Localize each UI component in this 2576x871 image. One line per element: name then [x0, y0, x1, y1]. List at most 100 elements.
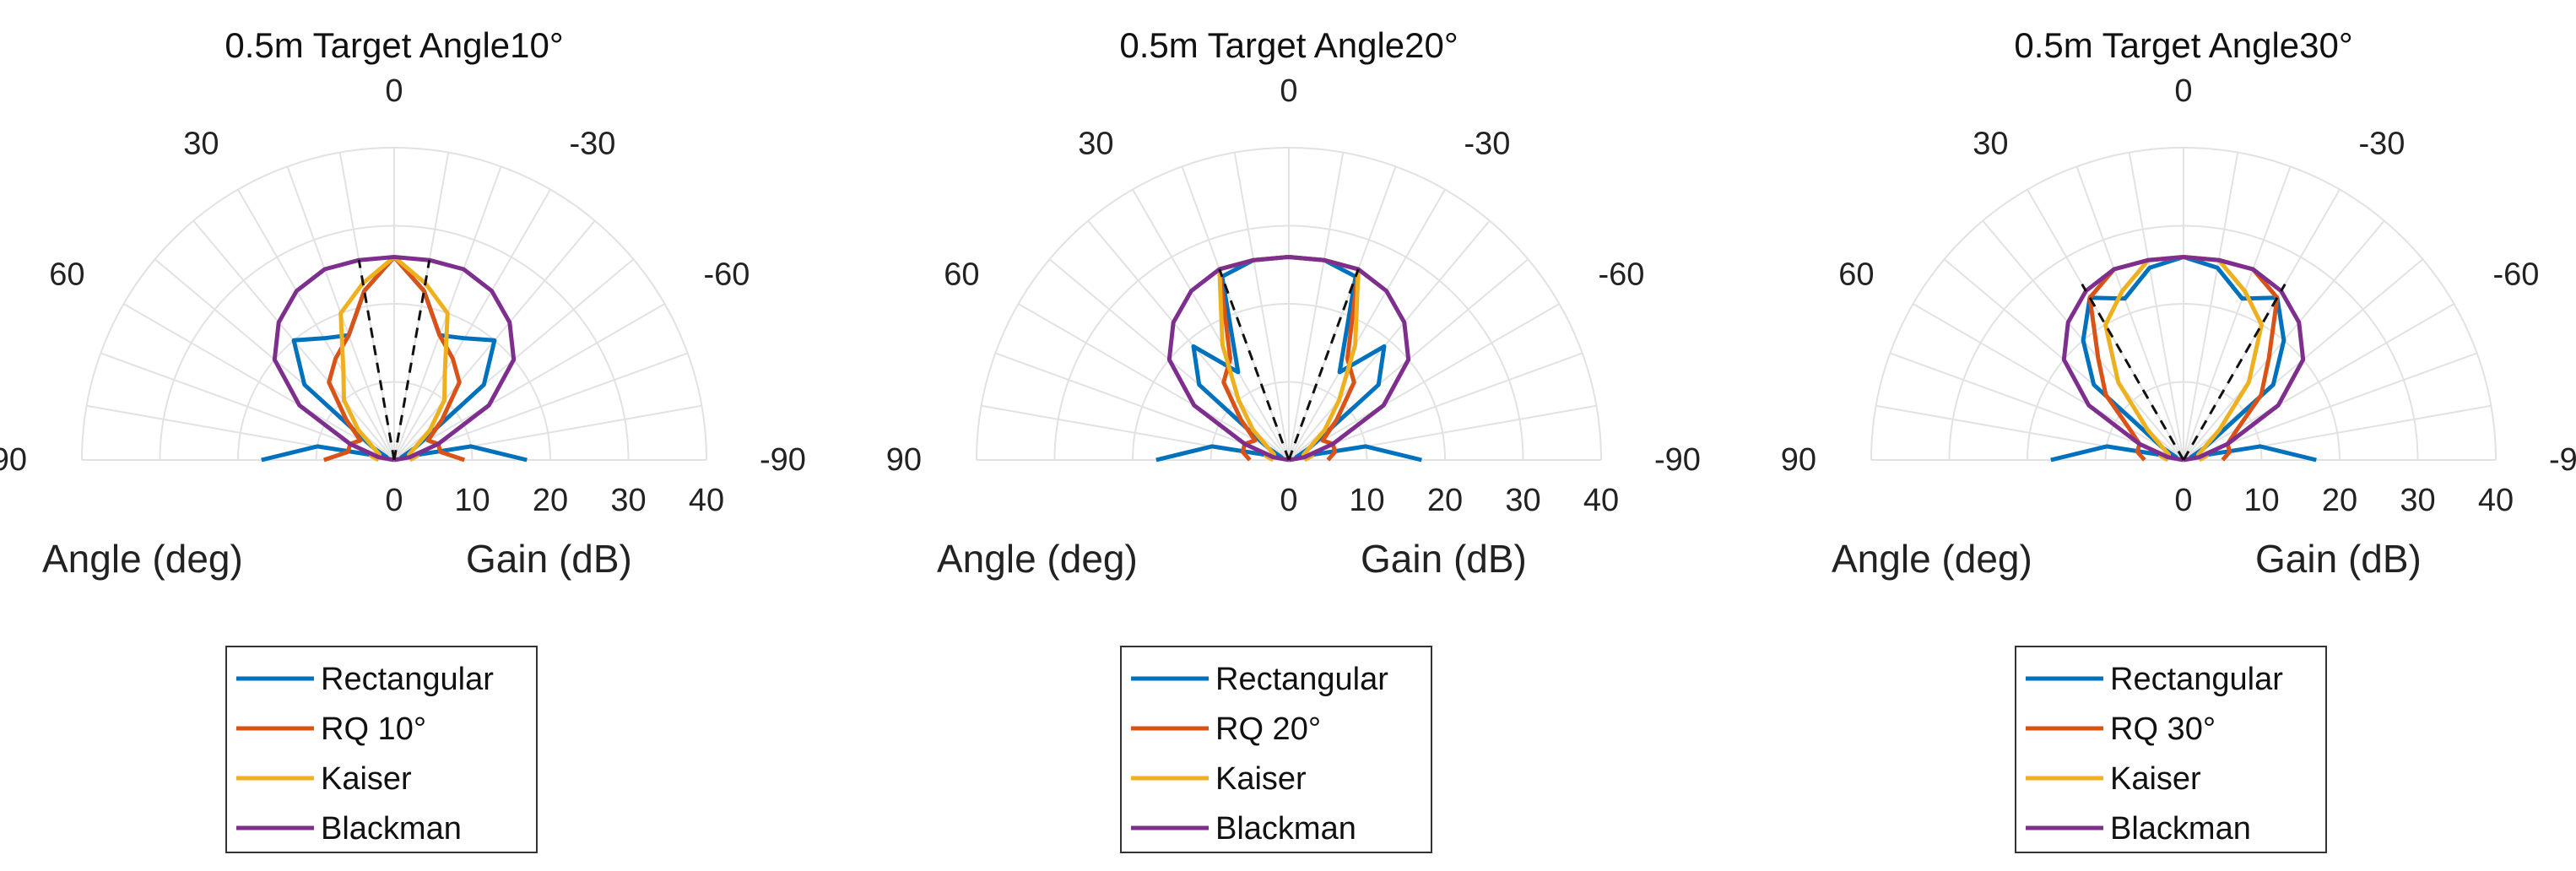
legend-label: RQ 30°	[2110, 711, 2216, 747]
grid-spoke	[123, 303, 395, 461]
legend-label: RQ 20°	[1215, 711, 1321, 747]
theta-tick-label: 30	[1973, 127, 2008, 162]
theta-axis-label: Angle (deg)	[42, 537, 243, 581]
theta-tick-label: 90	[1781, 442, 1816, 478]
theta-axis-label: Angle (deg)	[1832, 537, 2032, 581]
legend-label: Blackman	[1215, 811, 1356, 847]
legend-label: Blackman	[2110, 811, 2251, 847]
grid-spoke	[393, 152, 450, 461]
theta-tick-label: -30	[1464, 127, 1511, 162]
theta-tick-label: 0	[385, 73, 403, 109]
chart-title: 0.5m Target Angle20°	[1119, 25, 1458, 65]
legend-label: Kaiser	[1215, 761, 1307, 797]
series-line-blackman	[1166, 255, 1411, 463]
series-group	[261, 255, 528, 463]
polar-grid	[976, 147, 1602, 461]
grid-spoke	[2183, 165, 2292, 461]
theta-tick-label: 0	[2174, 73, 2192, 109]
grid-spoke	[2075, 165, 2184, 461]
grid-spoke	[1288, 165, 1397, 461]
chart-title: 0.5m Target Angle30°	[2014, 25, 2352, 65]
theta-tick-label: -60	[2492, 257, 2539, 293]
legend: Rectangular RQ 30° Kaiser Blackman	[2015, 646, 2327, 853]
series-group	[2050, 255, 2317, 463]
theta-tick-label: 30	[183, 127, 219, 162]
r-tick-label: 10	[1349, 483, 1384, 518]
series-group	[1155, 255, 1422, 463]
grid-spoke	[1288, 219, 1491, 461]
r-tick-label: 0	[1280, 483, 1297, 518]
series-line-blackman	[2061, 255, 2306, 463]
r-tick-label: 10	[454, 483, 490, 518]
grid-spoke	[2183, 152, 2239, 461]
theta-tick-label: 30	[1078, 127, 1113, 162]
target-angle-line	[1287, 268, 1360, 461]
grid-spoke	[2183, 303, 2454, 461]
r-tick-label: 0	[2174, 483, 2192, 518]
theta-tick-label: -60	[703, 257, 750, 293]
legend-box	[1120, 646, 1432, 853]
legend: Rectangular RQ 10° Kaiser Blackman	[225, 646, 538, 853]
theta-tick-label: -30	[2359, 127, 2406, 162]
legend-label: RQ 10°	[321, 711, 426, 747]
legend-box	[225, 646, 538, 853]
theta-axis-label: Angle (deg)	[937, 537, 1138, 581]
r-axis-label: Gain (dB)	[1361, 537, 1527, 581]
r-tick-label: 30	[1505, 483, 1540, 518]
grid-spoke	[338, 152, 395, 461]
theta-tick-label: -90	[1654, 442, 1701, 478]
theta-tick-label: 90	[0, 442, 27, 478]
grid-spoke	[393, 189, 551, 461]
r-tick-label: 30	[610, 483, 646, 518]
polar-chart-3: 0.5m Target Angle30° 0 30 -30 60 -60 90 -90 0 10 2…	[1781, 25, 2576, 853]
r-tick-label: 40	[2478, 483, 2514, 518]
r-tick-label: 40	[1583, 483, 1619, 518]
grid-spoke	[393, 303, 665, 461]
legend: Rectangular RQ 20° Kaiser Blackman	[1120, 646, 1432, 853]
r-tick-label: 20	[533, 483, 568, 518]
legend-box	[2015, 646, 2327, 853]
polar-grid	[1870, 147, 2497, 461]
grid-spoke	[2128, 152, 2184, 461]
theta-tick-label: 60	[944, 257, 979, 293]
theta-tick-label: 0	[1280, 73, 1297, 109]
legend-label: Rectangular	[2110, 662, 2283, 697]
grid-spoke	[1288, 189, 1446, 461]
r-tick-label: 40	[689, 483, 724, 518]
r-tick-label: 20	[2322, 483, 2357, 518]
theta-tick-label: 90	[886, 442, 922, 478]
legend-label: Kaiser	[321, 761, 412, 797]
target-angle-line	[2081, 283, 2185, 461]
grid-spoke	[1132, 189, 1290, 461]
chart-title: 0.5m Target Angle10°	[225, 25, 563, 65]
theta-tick-label: -90	[2549, 442, 2576, 478]
target-angle-line	[357, 259, 396, 461]
theta-tick-label: 60	[49, 257, 84, 293]
r-tick-label: 10	[2243, 483, 2279, 518]
r-axis-label: Gain (dB)	[466, 537, 632, 581]
series-line-blackman	[272, 255, 517, 463]
grid-spoke	[1288, 303, 1560, 461]
r-tick-label: 20	[1427, 483, 1463, 518]
r-tick-label: 0	[385, 483, 403, 518]
grid-spoke	[1913, 303, 2184, 461]
polar-grid	[81, 147, 707, 461]
r-tick-label: 30	[2400, 483, 2435, 518]
legend-label: Blackman	[321, 811, 462, 847]
polar-chart-1: 0.5m Target Angle10° 0 30 -30 60 -60 90 -90 0 10 2…	[0, 25, 806, 853]
theta-tick-label: -90	[760, 442, 806, 478]
grid-spoke	[1181, 165, 1290, 461]
theta-tick-label: -60	[1598, 257, 1644, 293]
theta-tick-label: 60	[1838, 257, 1874, 293]
grid-spoke	[237, 189, 395, 461]
theta-tick-label: -30	[570, 127, 616, 162]
grid-spoke	[1233, 152, 1290, 461]
r-axis-label: Gain (dB)	[2255, 537, 2422, 581]
grid-spoke	[1087, 219, 1290, 461]
target-angle-line	[392, 259, 431, 461]
grid-spoke	[1288, 152, 1345, 461]
target-angle-line	[1218, 268, 1291, 461]
target-angle-line	[2182, 283, 2286, 461]
legend-label: Rectangular	[1215, 662, 1388, 697]
legend-label: Kaiser	[2110, 761, 2201, 797]
